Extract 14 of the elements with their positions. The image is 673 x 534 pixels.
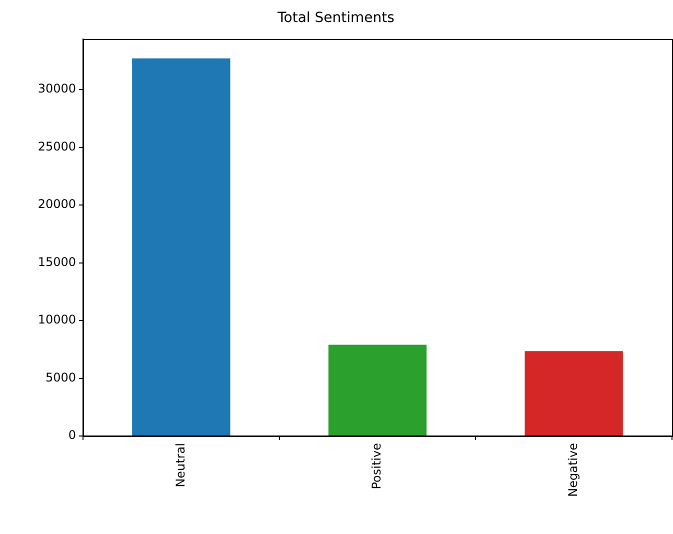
- y-tick-label: 20000: [38, 197, 76, 212]
- bar: [328, 344, 427, 436]
- x-tick-label: Neutral: [173, 443, 188, 488]
- x-tick-label: Negative: [566, 443, 580, 497]
- bar: [132, 58, 230, 436]
- y-tick-label: 25000: [38, 139, 76, 154]
- y-tick-label: 5000: [45, 370, 76, 384]
- x-tick-label: Positive: [370, 443, 384, 490]
- y-tick-label: 15000: [38, 254, 76, 269]
- bar: [524, 351, 623, 436]
- y-tick-label: 10000: [38, 312, 76, 327]
- chart-title: Total Sentiments: [276, 10, 394, 26]
- y-tick-label: 30000: [38, 82, 76, 96]
- y-tick-label: 0: [68, 428, 76, 442]
